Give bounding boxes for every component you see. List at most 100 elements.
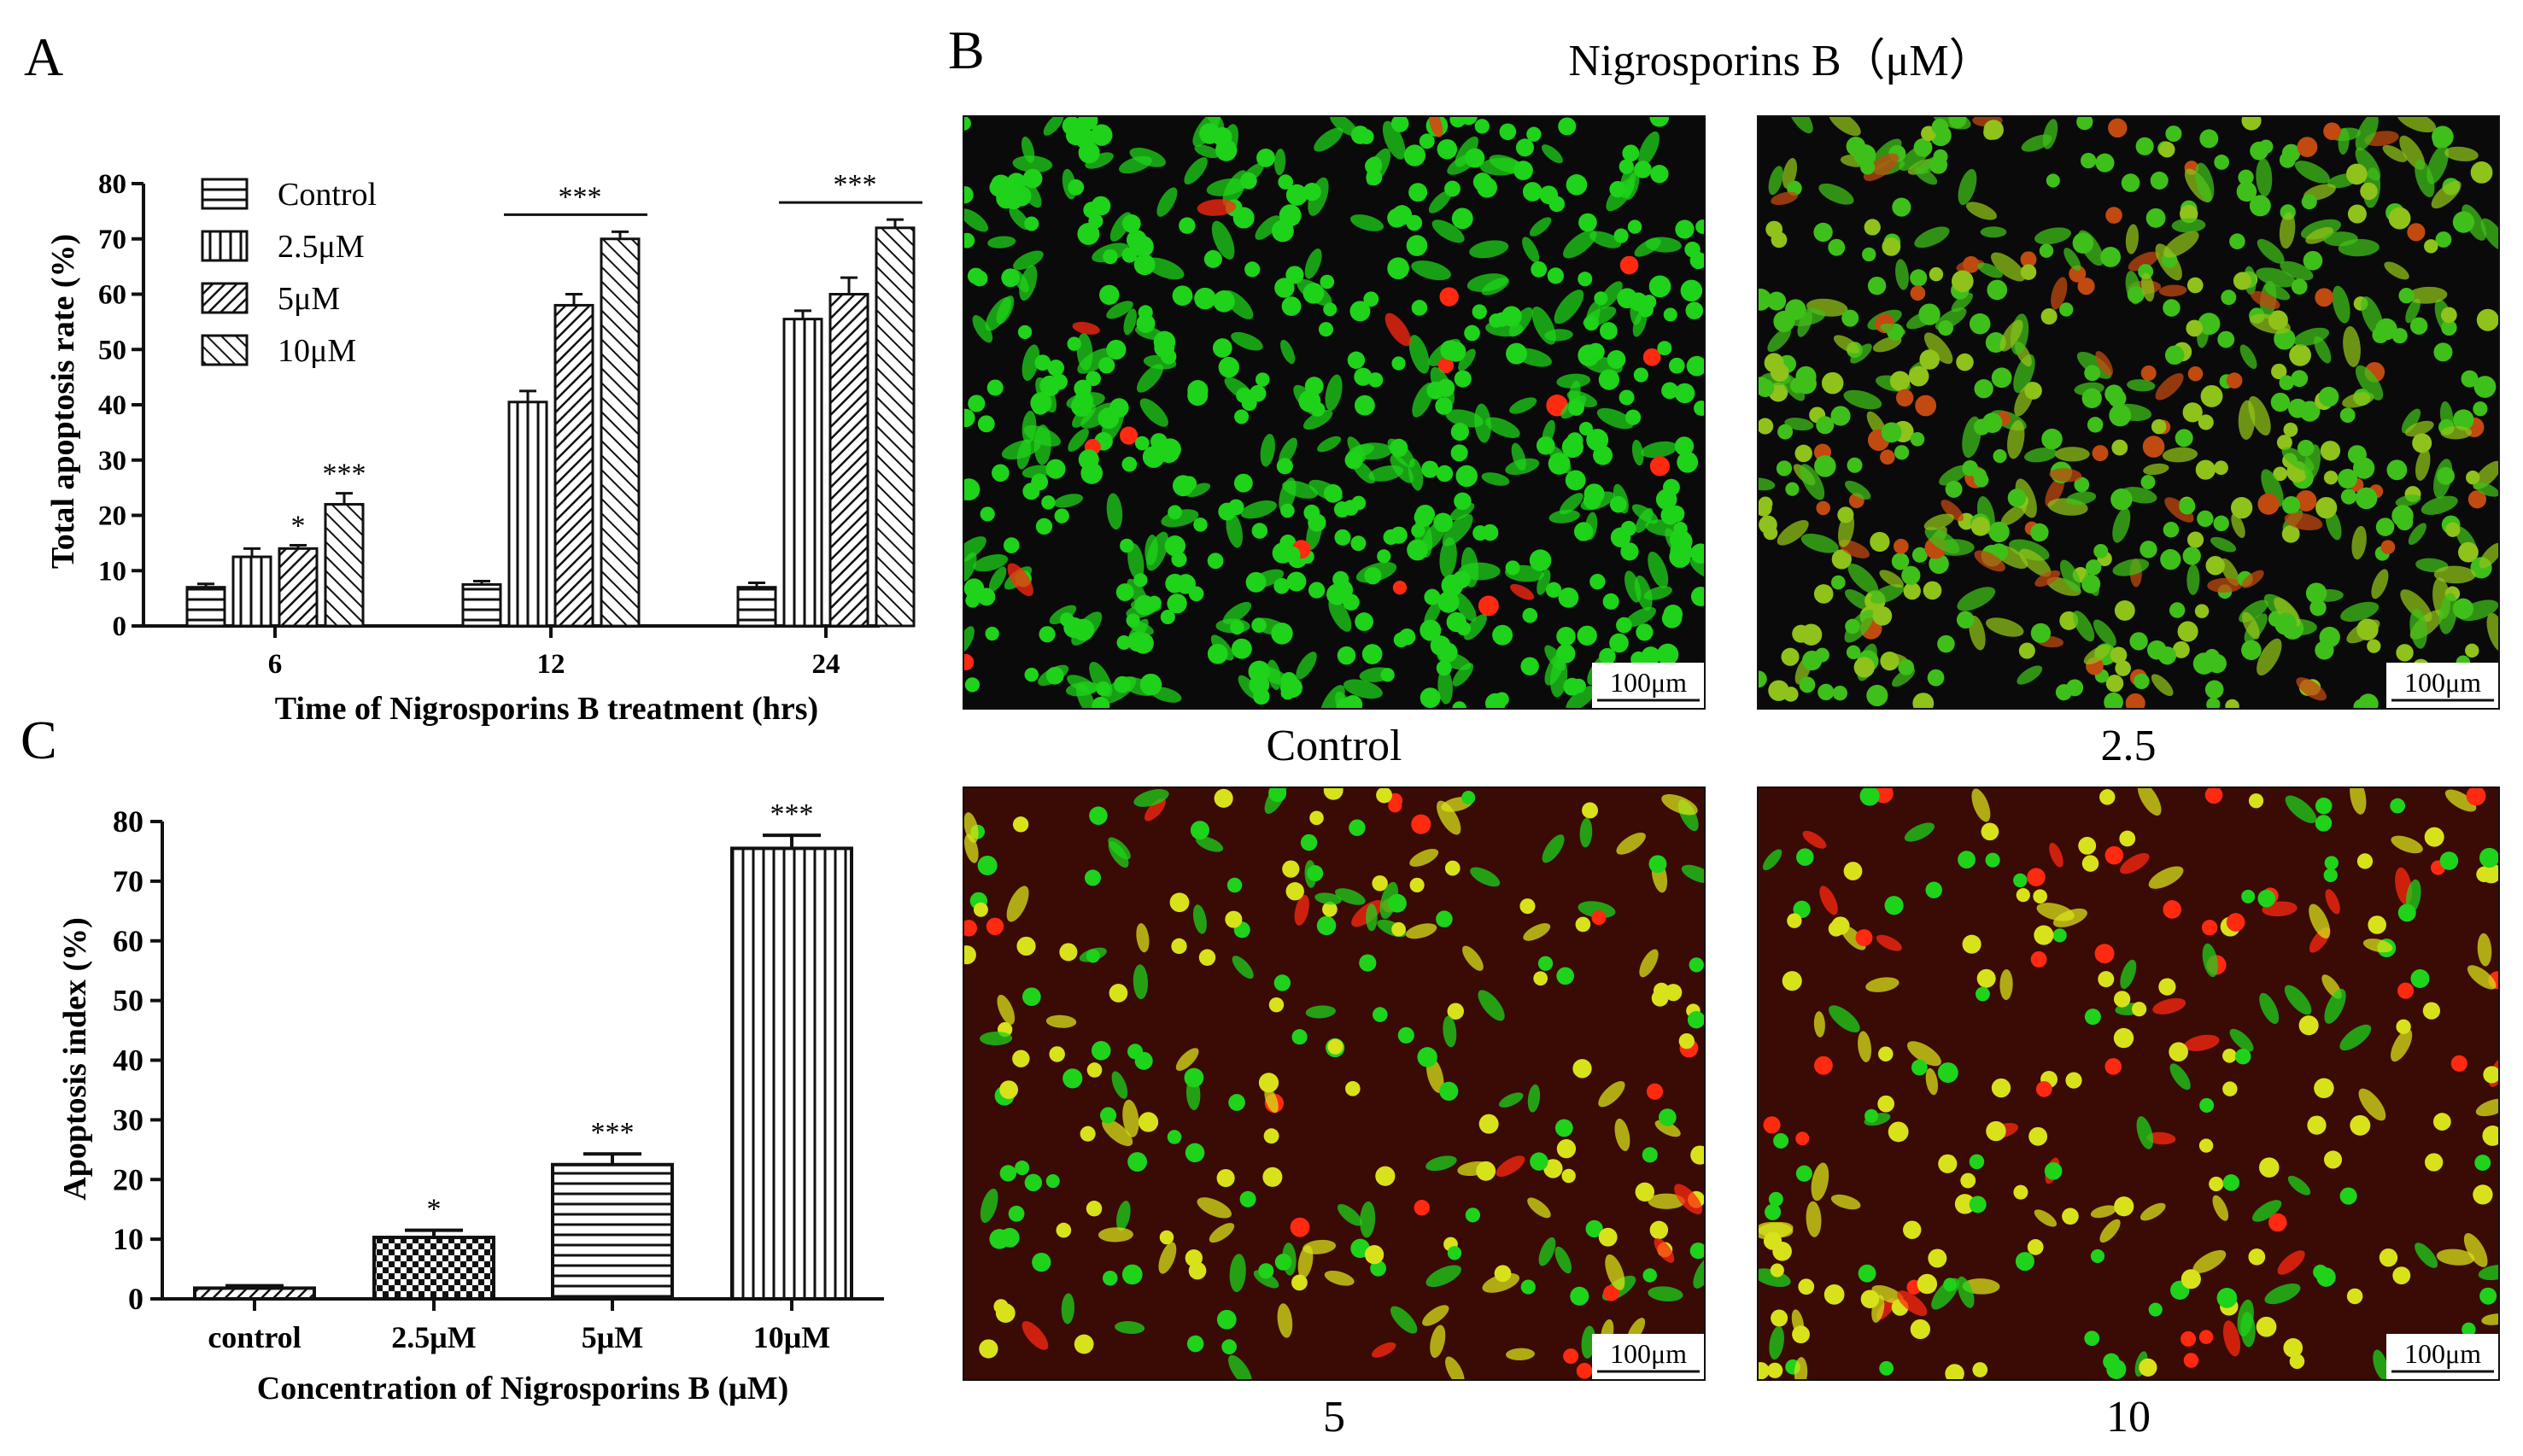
cell — [1086, 1062, 1103, 1078]
cell — [1661, 794, 1698, 816]
cell — [2214, 460, 2228, 476]
cell — [1871, 1295, 1885, 1323]
cell — [1305, 1005, 1337, 1019]
cell — [1642, 1147, 1658, 1163]
cell — [1222, 170, 1248, 207]
cell — [2152, 997, 2186, 1015]
cell — [1408, 335, 1430, 374]
cell — [1631, 439, 1644, 466]
cell — [1308, 479, 1343, 501]
cell — [1919, 349, 1940, 370]
cell — [2297, 137, 2318, 158]
cell — [1931, 1278, 1959, 1310]
cell — [2273, 466, 2288, 482]
cell — [1880, 449, 1895, 465]
cell — [2315, 496, 2338, 519]
cell — [1121, 1264, 1143, 1285]
cell — [2128, 251, 2159, 272]
cell — [1161, 509, 1199, 528]
cell — [2231, 513, 2245, 538]
cell — [1405, 923, 1437, 939]
cell — [1229, 1254, 1246, 1293]
cell — [1123, 308, 1137, 336]
cell — [2148, 1302, 2163, 1317]
cell — [1536, 436, 1555, 455]
cell — [2325, 889, 2340, 915]
cell — [1862, 247, 1876, 262]
cell — [2131, 1002, 2147, 1017]
cell — [1099, 1107, 1117, 1124]
cell — [2248, 1248, 2266, 1266]
cell — [1537, 569, 1551, 595]
cell — [2069, 265, 2087, 283]
cell — [1054, 494, 1084, 508]
cell — [1982, 412, 2003, 434]
cell — [2241, 570, 2264, 588]
cell — [1388, 798, 1402, 813]
cell — [1041, 495, 1056, 510]
cell — [1185, 1077, 1201, 1110]
cell — [1314, 892, 1342, 905]
cell — [2473, 1184, 2493, 1205]
cell — [2177, 621, 2198, 642]
scale-bar-label: 100μm — [2404, 667, 2481, 698]
cell — [1529, 217, 1552, 237]
cell — [1335, 888, 1366, 905]
cell — [2338, 128, 2350, 155]
cell — [2169, 1042, 2188, 1062]
legend-label: Control — [278, 177, 377, 213]
cell — [1585, 301, 1601, 330]
cell — [2342, 392, 2374, 408]
cell — [963, 626, 975, 654]
cell — [1624, 606, 1657, 628]
cell — [1327, 1038, 1343, 1055]
cell — [2356, 853, 2374, 869]
cell — [1038, 664, 1069, 687]
cell — [1648, 551, 1669, 588]
cell — [1415, 504, 1436, 524]
bar-Control-24 — [736, 586, 777, 628]
bar-5μM-24 — [828, 293, 869, 628]
cell — [1119, 426, 1139, 445]
cell — [2099, 789, 2116, 805]
cell — [2171, 218, 2206, 233]
cell — [2077, 278, 2095, 295]
cell — [1185, 482, 1211, 498]
cell — [1758, 418, 1774, 435]
cell — [2303, 444, 2321, 481]
cell — [2323, 231, 2358, 247]
cell — [2291, 278, 2308, 295]
cell — [1456, 621, 1472, 636]
cell — [1527, 1084, 1541, 1113]
micrograph-grid: 100μm Control 100μm 2.5 100μm 5 100μm 10 — [963, 115, 2500, 1441]
cell — [2435, 231, 2452, 248]
cell — [1359, 954, 1377, 972]
cell — [1450, 444, 1468, 462]
cell — [1033, 424, 1051, 465]
significance-marker: * — [291, 510, 306, 541]
cell — [1071, 611, 1103, 646]
cell — [1323, 787, 1343, 800]
cell — [1969, 313, 1991, 335]
cell — [997, 994, 1016, 1025]
cell — [2113, 1027, 2134, 1049]
bar-10μM-6 — [324, 503, 365, 628]
cell — [1066, 125, 1086, 146]
cell — [1648, 1286, 1683, 1302]
cell — [1658, 1108, 1677, 1126]
cell — [2432, 126, 2454, 148]
cell — [1586, 342, 1605, 361]
cell — [2083, 645, 2111, 665]
cell — [1986, 1120, 2006, 1142]
cell — [1349, 214, 1384, 231]
cell — [1939, 465, 1969, 486]
cell — [1667, 505, 1685, 523]
cell — [2320, 441, 2341, 461]
cell — [1216, 1309, 1237, 1330]
cell — [1858, 1031, 1872, 1062]
cell — [2090, 1205, 2117, 1219]
cell — [1308, 582, 1326, 599]
cell — [1889, 371, 1911, 391]
cell — [1492, 624, 1513, 646]
cell — [1674, 383, 1695, 404]
